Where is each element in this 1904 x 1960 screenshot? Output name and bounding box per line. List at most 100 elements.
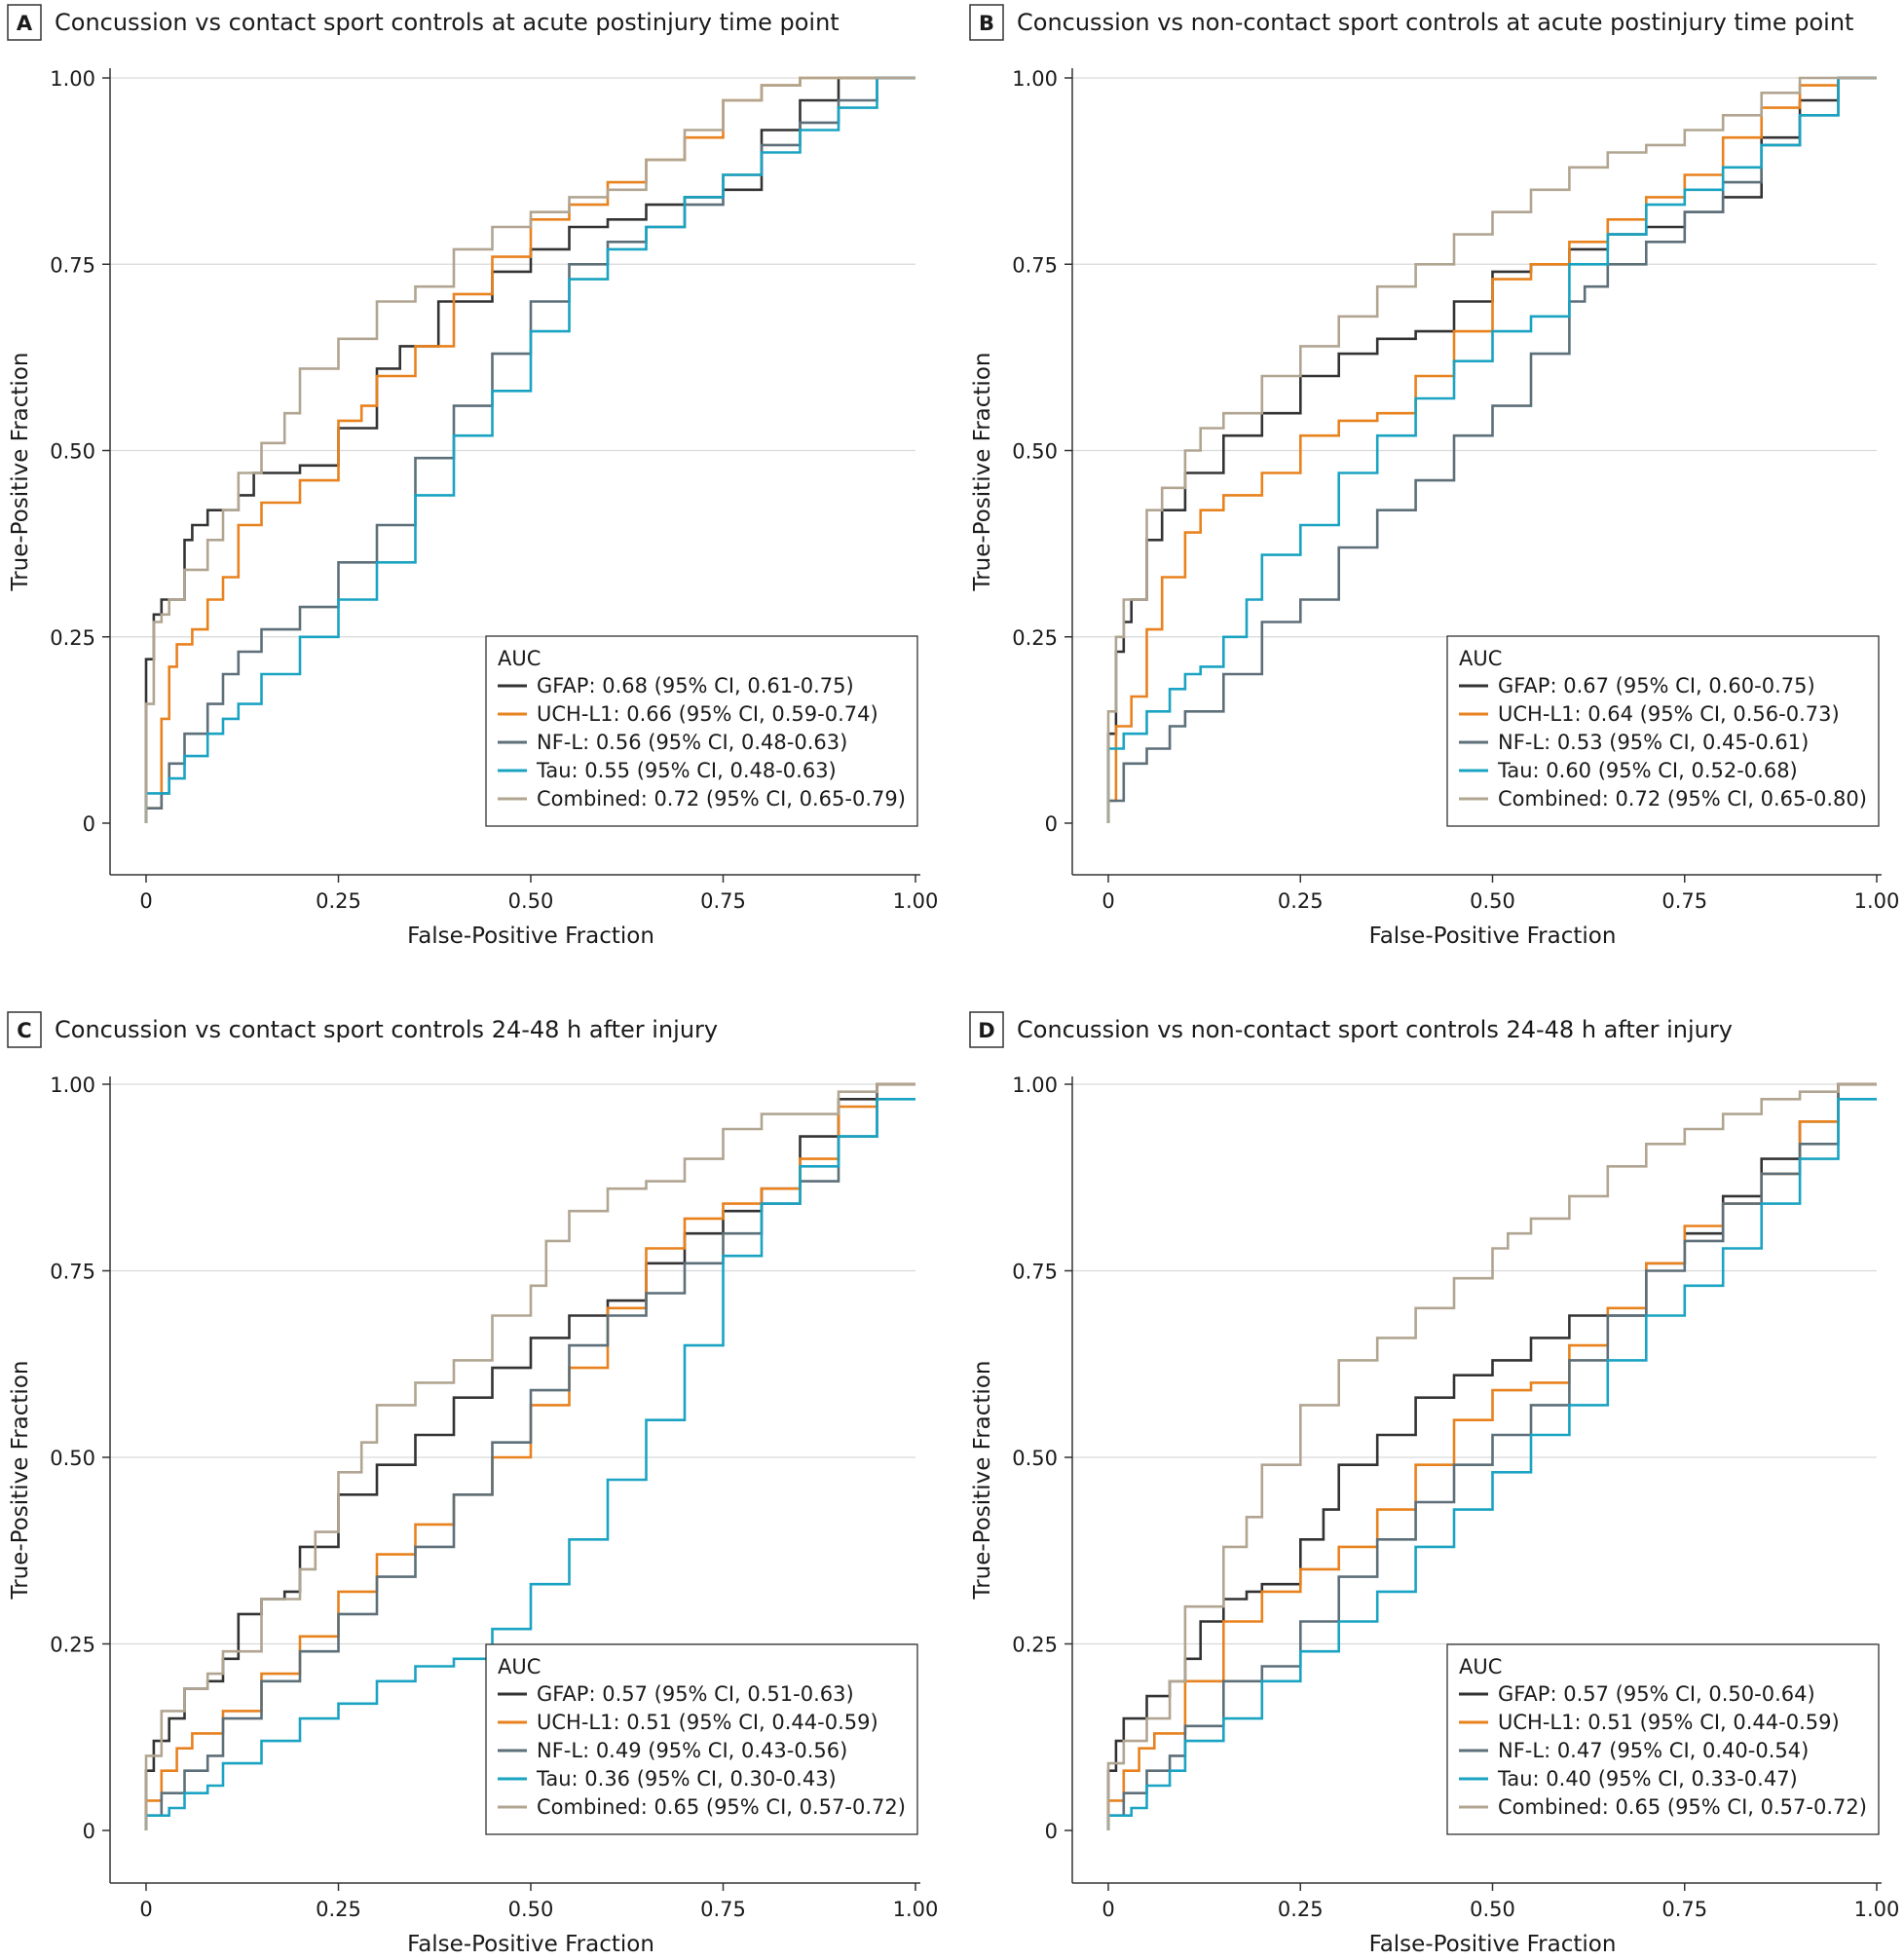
legend-box [1446,635,1880,827]
legend-title: AUC [1459,1655,1502,1678]
panel-title: Concussion vs non-contact sport controls… [1017,9,1853,36]
y-tick-label: 1.00 [50,1074,95,1097]
y-axis-title: True-Positive Fraction [8,1361,33,1601]
y-tick-label: 0.25 [1012,1634,1058,1657]
x-tick-label: 0.50 [508,1898,554,1921]
y-tick-label: 1.00 [1012,67,1058,91]
legend-entry: Combined: 0.72 (95% CI, 0.65-0.80) [1498,787,1867,810]
legend-entry: GFAP: 0.68 (95% CI, 0.61-0.75) [537,674,854,697]
y-tick-label: 0.50 [50,1447,95,1470]
x-tick-label: 1.00 [1854,1898,1900,1921]
y-tick-label: 0.75 [50,1261,95,1284]
legend-box [485,635,918,827]
x-axis-title: False-Positive Fraction [1369,923,1617,949]
panel-letter: C [17,1019,31,1042]
legend-title: AUC [1459,647,1502,670]
legend-entry: Combined: 0.65 (95% CI, 0.57-0.72) [537,1795,906,1819]
legend-title: AUC [498,647,541,670]
x-tick-label: 0.50 [1470,1898,1515,1921]
legend-title: AUC [498,1655,541,1678]
legend-entry: NF-L: 0.53 (95% CI, 0.45-0.61) [1498,731,1809,754]
y-axis-title: True-Positive Fraction [970,353,995,592]
series-line-combined [144,1082,915,1830]
panel-c: C Concussion vs contact sport controls 24… [7,1011,939,1957]
series-line-uch-l1 [144,76,915,823]
x-tick-label: 1.00 [1854,889,1900,913]
x-tick-label: 0 [1101,889,1114,913]
x-tick-label: 0 [139,889,152,913]
series-line-tau [1106,76,1877,823]
panel-letter-box [7,4,42,41]
panel-d: D Concussion vs non-contact sport control… [969,1011,1900,1957]
x-tick-label: 0.75 [700,1898,746,1921]
panel-title: Concussion vs contact sport controls at … [55,9,840,36]
panel-title: Concussion vs contact sport controls 24-… [55,1016,718,1043]
legend-entry: Tau: 0.55 (95% CI, 0.48-0.63) [536,759,837,782]
x-tick-label: 0.25 [1278,889,1324,913]
series-line-combined [1106,76,1877,823]
y-tick-label: 0.25 [50,1634,95,1657]
series-line-tau [1106,1098,1877,1830]
x-tick-label: 0 [139,1898,152,1921]
y-tick-label: 0.75 [1012,1261,1058,1284]
legend-box [1446,1643,1880,1835]
y-axis-title: True-Positive Fraction [970,1361,995,1601]
x-tick-label: 0.75 [700,889,746,913]
y-tick-label: 0.50 [1012,440,1058,464]
legend-entry: Tau: 0.60 (95% CI, 0.52-0.68) [1497,759,1798,782]
series-line-combined [1106,1082,1877,1830]
series-line-nf-l [1106,1082,1877,1830]
panel-letter: D [978,1019,994,1042]
series-line-tau [144,76,915,823]
panel-letter-box [969,1011,1004,1048]
y-tick-label: 0 [1045,1820,1058,1843]
y-tick-label: 0.50 [50,440,95,464]
legend-entry: GFAP: 0.57 (95% CI, 0.51-0.63) [537,1682,854,1706]
legend-entry: UCH-L1: 0.64 (95% CI, 0.56-0.73) [1498,702,1840,726]
x-axis-title: False-Positive Fraction [407,1932,654,1957]
y-tick-label: 0.75 [1012,253,1058,277]
x-tick-label: 0.25 [316,1898,361,1921]
series-line-combined [144,76,915,823]
panel-a: A Concussion vs contact sport controls at… [7,4,939,949]
x-axis-title: False-Positive Fraction [407,923,654,949]
y-tick-label: 0.75 [50,253,95,277]
legend-entry: Combined: 0.72 (95% CI, 0.65-0.79) [537,787,906,810]
legend-entry: UCH-L1: 0.51 (95% CI, 0.44-0.59) [537,1711,878,1734]
legend-entry: UCH-L1: 0.66 (95% CI, 0.59-0.74) [537,702,878,726]
panel-letter: A [17,12,33,35]
legend-entry: Tau: 0.36 (95% CI, 0.30-0.43) [536,1767,837,1790]
y-tick-label: 0 [83,812,95,836]
y-tick-label: 0.25 [1012,626,1058,650]
legend-entry: GFAP: 0.57 (95% CI, 0.50-0.64) [1498,1682,1815,1706]
legend-entry: UCH-L1: 0.51 (95% CI, 0.44-0.59) [1498,1711,1840,1734]
x-axis-title: False-Positive Fraction [1369,1932,1617,1957]
panel-title: Concussion vs non-contact sport controls… [1017,1016,1733,1043]
x-tick-label: 0.75 [1661,1898,1707,1921]
series-line-nf-l [1106,76,1877,823]
y-tick-label: 0.25 [50,626,95,650]
x-tick-label: 1.00 [893,1898,939,1921]
x-tick-label: 0.25 [1278,1898,1324,1921]
legend-box [485,1643,918,1835]
y-tick-label: 0.50 [1012,1447,1058,1470]
y-tick-label: 0 [1045,812,1058,836]
x-tick-label: 0.50 [508,889,554,913]
x-tick-label: 0.50 [1470,889,1515,913]
x-tick-label: 0 [1101,1898,1114,1921]
legend-entry: Combined: 0.65 (95% CI, 0.57-0.72) [1498,1795,1867,1819]
panel-letter: B [979,12,994,35]
x-tick-label: 0.75 [1661,889,1707,913]
legend-entry: Tau: 0.40 (95% CI, 0.33-0.47) [1497,1767,1798,1790]
legend-entry: NF-L: 0.47 (95% CI, 0.40-0.54) [1498,1739,1809,1762]
x-tick-label: 1.00 [893,889,939,913]
y-tick-label: 1.00 [1012,1074,1058,1097]
legend-entry: NF-L: 0.49 (95% CI, 0.43-0.56) [537,1739,847,1762]
panel-b: B Concussion vs non-contact sport control… [969,4,1900,949]
legend-entry: GFAP: 0.67 (95% CI, 0.60-0.75) [1498,674,1815,697]
y-tick-label: 0 [83,1820,95,1843]
panel-letter-box [7,1011,42,1048]
legend-entry: NF-L: 0.56 (95% CI, 0.48-0.63) [537,731,847,754]
y-tick-label: 1.00 [50,67,95,91]
